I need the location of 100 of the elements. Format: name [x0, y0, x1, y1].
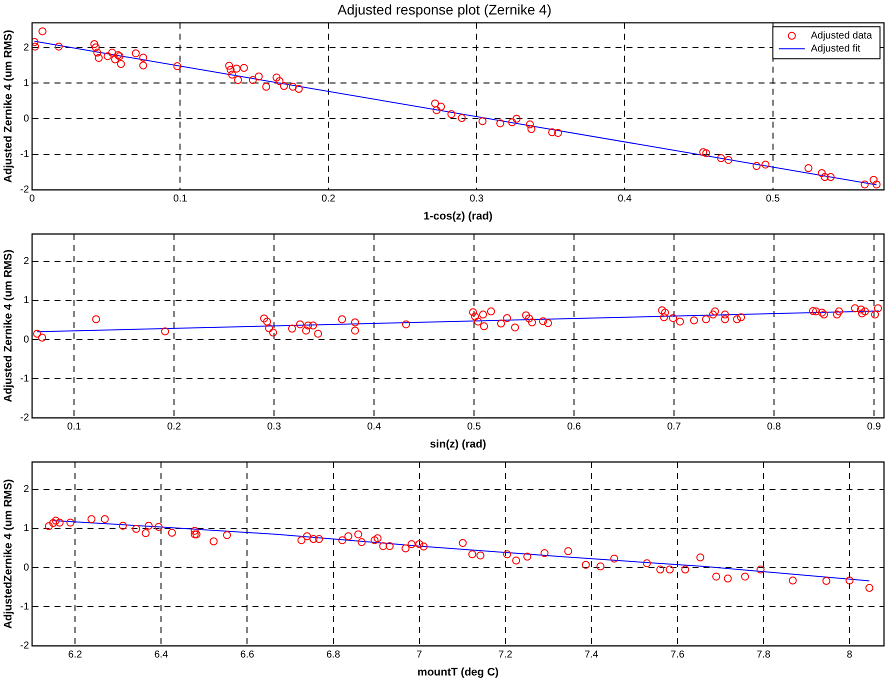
point — [835, 307, 844, 316]
point — [32, 42, 40, 51]
point — [642, 559, 651, 568]
y-axis-title: Adjusted Zernike 4 (um RMS) — [2, 249, 15, 402]
point — [471, 312, 480, 321]
point — [338, 315, 346, 324]
point — [254, 72, 263, 80]
point — [661, 308, 670, 317]
point — [525, 314, 534, 322]
point — [544, 319, 552, 328]
point — [870, 176, 878, 184]
point — [49, 519, 58, 528]
point — [447, 110, 456, 118]
point — [173, 62, 182, 70]
point — [54, 42, 63, 51]
point — [108, 48, 116, 57]
point — [540, 549, 549, 558]
point — [539, 317, 548, 326]
point — [269, 328, 278, 337]
point — [168, 528, 176, 537]
point — [52, 516, 60, 525]
point — [861, 307, 869, 316]
point — [44, 522, 53, 530]
point — [154, 522, 163, 531]
point — [733, 315, 742, 324]
point — [681, 566, 690, 574]
point — [408, 540, 416, 548]
point — [656, 566, 664, 574]
y-tick-label: -1 — [20, 601, 30, 612]
x-tick-label: 7.2 — [498, 650, 513, 661]
point — [712, 572, 720, 581]
point — [846, 576, 854, 584]
y-tick-label: 0 — [24, 562, 30, 574]
point — [90, 40, 98, 48]
y-axis-title: AdjustedZernike 4 (um RMS) — [2, 478, 15, 629]
point — [240, 64, 248, 72]
point — [804, 164, 812, 172]
point — [721, 315, 730, 324]
point — [100, 515, 109, 524]
point — [118, 522, 127, 530]
point — [432, 106, 441, 114]
point — [288, 324, 296, 333]
point — [111, 55, 120, 64]
x-tick-label: 0.5 — [467, 422, 482, 433]
point — [724, 156, 732, 164]
point — [161, 327, 170, 336]
point — [309, 535, 318, 544]
point — [139, 61, 148, 70]
point — [232, 64, 241, 73]
point — [139, 54, 148, 62]
point — [263, 318, 272, 326]
point — [38, 27, 46, 36]
point — [820, 310, 828, 319]
point — [87, 515, 96, 524]
point — [761, 160, 770, 169]
point — [676, 318, 684, 326]
point — [690, 316, 698, 324]
point — [92, 315, 100, 324]
point — [297, 536, 306, 544]
point — [554, 128, 562, 137]
point — [437, 102, 446, 111]
point — [415, 540, 424, 548]
point — [822, 576, 830, 585]
point — [478, 117, 486, 126]
point — [711, 307, 720, 316]
point — [262, 82, 270, 91]
point — [190, 526, 199, 535]
point — [94, 54, 103, 62]
x-tick-label: 6.8 — [326, 650, 341, 661]
point — [303, 532, 312, 540]
y-tick-label: 0 — [24, 113, 30, 124]
point — [116, 60, 125, 68]
point — [512, 556, 520, 565]
y-tick-label: -1 — [20, 373, 30, 384]
point — [480, 322, 488, 330]
point — [699, 148, 708, 156]
point — [354, 530, 362, 538]
point — [496, 119, 504, 128]
point — [851, 304, 860, 312]
point — [809, 307, 818, 316]
x-tick-label: 0.9 — [867, 422, 882, 433]
x-tick-label: 6.2 — [68, 650, 83, 661]
point — [379, 542, 388, 550]
point — [666, 566, 674, 574]
x-tick-label: 0.7 — [667, 422, 682, 433]
x-tick-label: 7 — [416, 650, 423, 661]
x-tick-label: 7.8 — [756, 650, 771, 661]
point — [812, 307, 820, 316]
point — [132, 524, 140, 533]
x-tick-label: 0.8 — [767, 422, 782, 433]
point — [225, 62, 234, 70]
point — [721, 310, 730, 319]
x-axis-title: sin(z) (rad) — [430, 438, 486, 450]
x-tick-label: 6.4 — [154, 650, 169, 661]
point — [820, 173, 829, 182]
point — [248, 76, 257, 84]
point — [351, 318, 360, 326]
point — [528, 318, 536, 326]
x-tick-label: 0.3 — [470, 194, 484, 205]
point — [497, 320, 506, 328]
